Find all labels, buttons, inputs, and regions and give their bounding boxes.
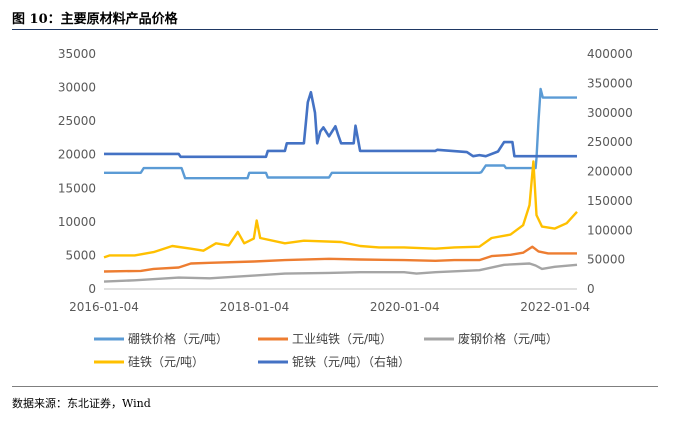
legend-label-2: 工业纯铁（元/吨） xyxy=(292,332,392,346)
y-left-tick-label: 30000 xyxy=(58,81,96,95)
series-line-2 xyxy=(103,245,577,273)
figure-title: 图 10：主要原材料产品价格 xyxy=(12,12,178,27)
y-right-tick-label: 50000 xyxy=(587,253,625,267)
x-tick-label: 2018-01-04 xyxy=(220,300,290,314)
y-left-tick-label: 0 xyxy=(88,282,96,296)
y-left-tick-label: 25000 xyxy=(58,114,96,128)
x-tick-label: 2022-01-04 xyxy=(520,300,590,314)
legend-label-5: 铌铁（元/吨）（右轴） xyxy=(292,354,410,369)
x-tick-label: 2016-01-04 xyxy=(69,300,139,314)
y-left-tick-label: 35000 xyxy=(58,47,96,61)
y-right-tick-label: 250000 xyxy=(587,135,633,149)
series-line-3 xyxy=(103,262,578,283)
y-left-tick-label: 20000 xyxy=(58,148,96,162)
legend-label-3: 废钢价格（元/吨） xyxy=(458,331,558,346)
source-rule xyxy=(12,386,658,387)
y-left-tick-label: 15000 xyxy=(58,181,96,195)
y-right-tick-label: 0 xyxy=(587,282,595,296)
y-right-tick-label: 400000 xyxy=(587,47,633,61)
series-line-1 xyxy=(104,87,577,180)
y-right-tick-label: 200000 xyxy=(587,165,633,179)
legend-label-4: 硅铁（元/吨） xyxy=(128,355,204,369)
series-line-4 xyxy=(103,160,578,259)
series-line-5 xyxy=(104,90,577,159)
y-right-tick-label: 100000 xyxy=(587,223,633,237)
y-right-tick-label: 300000 xyxy=(587,106,633,120)
price-line-chart: 0500010000150002000025000300003500005000… xyxy=(58,47,633,369)
y-left-tick-label: 5000 xyxy=(65,248,96,262)
source-note: 数据来源：东北证券，Wind xyxy=(12,397,151,410)
y-left-tick-label: 10000 xyxy=(58,215,96,229)
y-right-tick-label: 150000 xyxy=(587,194,633,208)
x-tick-label: 2020-01-04 xyxy=(370,300,440,314)
legend-label-1: 硼铁价格（元/吨） xyxy=(128,331,228,346)
title-rule xyxy=(12,29,658,30)
y-right-tick-label: 350000 xyxy=(587,76,633,90)
